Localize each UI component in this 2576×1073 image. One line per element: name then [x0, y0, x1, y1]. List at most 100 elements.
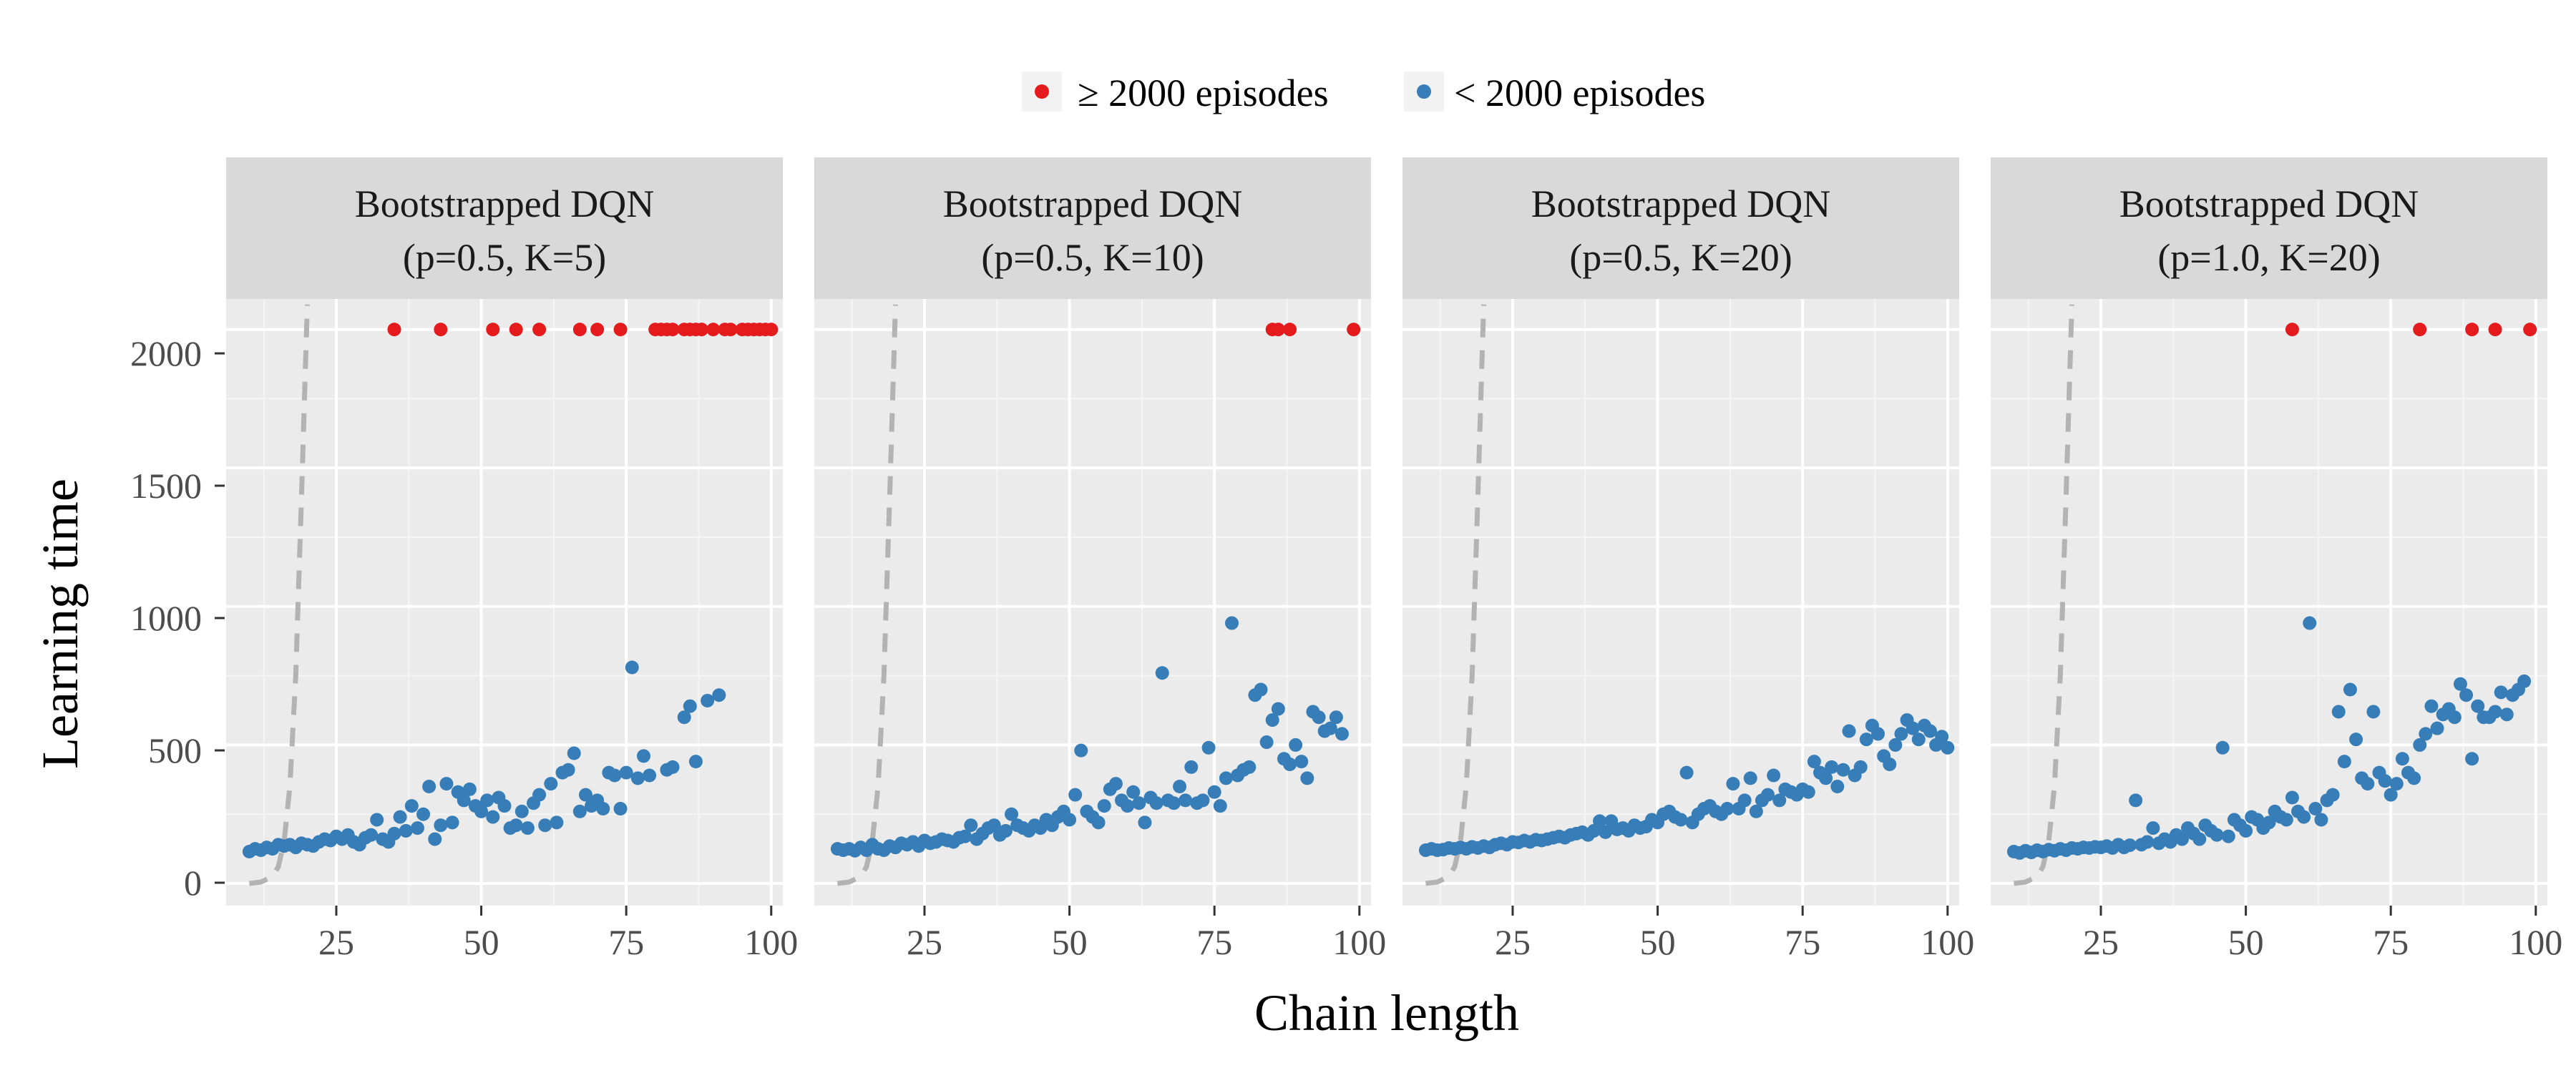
data-point-success	[1265, 713, 1279, 727]
x-ticks: 25 50 75 100	[2083, 906, 2562, 962]
legend-label-success: < 2000 episodes	[1454, 72, 1705, 114]
x-tick-label: 25	[907, 922, 942, 962]
data-point-failed	[723, 323, 738, 337]
data-point-success	[2262, 815, 2276, 830]
data-point-success	[462, 782, 477, 796]
data-point-success	[1593, 814, 1607, 828]
y-tick-labels: 0 500 1000 1500 2000	[130, 333, 202, 903]
data-point-success	[1166, 796, 1181, 810]
data-point-success	[701, 693, 715, 707]
data-point-success	[677, 710, 691, 725]
x-tick-label: 50	[464, 922, 499, 962]
data-point-success	[2337, 755, 2351, 769]
data-point-success	[1138, 815, 1152, 830]
facet-title-line1: Bootstrapped DQN	[943, 182, 1242, 225]
data-point-success	[1149, 796, 1163, 810]
data-point-failed	[2523, 323, 2537, 337]
data-point-failed	[665, 323, 680, 337]
data-point-success	[2140, 835, 2155, 849]
data-point-success	[474, 804, 489, 818]
data-point-success	[619, 765, 633, 780]
data-point-success	[1853, 760, 1868, 774]
data-point-success	[1063, 813, 1077, 827]
data-point-failed	[2488, 323, 2502, 337]
data-point-success	[2494, 685, 2508, 700]
data-point-failed	[1271, 323, 1285, 337]
data-point-failed	[1347, 323, 1361, 337]
data-point-success	[1819, 771, 1833, 785]
data-point-success	[1842, 724, 1856, 738]
data-point-success	[2192, 832, 2207, 846]
data-point-failed	[387, 323, 401, 337]
x-tick-label: 75	[1785, 922, 1820, 962]
facet-title-line1: Bootstrapped DQN	[355, 182, 654, 225]
data-point-success	[578, 788, 592, 802]
data-point-success	[1599, 825, 1613, 839]
data-point-failed	[613, 323, 628, 337]
data-point-failed	[695, 323, 709, 337]
x-tick-label: 75	[1196, 922, 1232, 962]
facet-panel-1: Bootstrapped DQN (p=0.5, K=5) 25 50 75 100	[226, 157, 798, 962]
data-point-success	[2297, 810, 2311, 824]
data-point-success	[613, 801, 628, 815]
y-tick-label: 1500	[130, 466, 202, 506]
data-point-success	[2488, 705, 2502, 719]
data-point-success	[1323, 721, 1337, 735]
data-point-failed	[434, 323, 448, 337]
data-point-success	[2517, 674, 2532, 688]
data-point-success	[1219, 771, 1233, 785]
data-point-success	[1329, 710, 1343, 725]
data-point-success	[1225, 616, 1239, 630]
data-point-success	[2424, 699, 2439, 713]
data-point-failed	[509, 323, 523, 337]
plot-area-3	[1402, 299, 1959, 906]
data-point-success	[2413, 738, 2427, 752]
facet-title-line1: Bootstrapped DQN	[2119, 182, 2419, 225]
data-point-failed	[572, 323, 587, 337]
legend-label-failed: ≥ 2000 episodes	[1078, 72, 1329, 114]
data-point-success	[2465, 752, 2479, 766]
y-tick-label: 1000	[130, 598, 202, 638]
data-point-success	[1068, 788, 1083, 802]
legend-marker-failed	[1035, 84, 1049, 99]
data-point-success	[2326, 788, 2340, 802]
data-point-success	[608, 768, 622, 783]
data-point-success	[1737, 793, 1752, 808]
y-tick-label: 500	[148, 730, 202, 770]
data-point-success	[2430, 721, 2444, 735]
data-point-success	[1871, 727, 1885, 741]
data-point-success	[2384, 788, 2398, 802]
data-point-success	[2378, 774, 2392, 788]
data-point-success	[1300, 771, 1314, 785]
data-point-success	[665, 760, 680, 774]
data-point-failed	[2413, 323, 2427, 337]
data-point-success	[1091, 815, 1106, 830]
data-point-success	[2407, 771, 2421, 785]
data-point-success	[2314, 813, 2328, 827]
y-tick-label: 0	[184, 863, 202, 903]
data-point-success	[1121, 799, 1135, 813]
plot-area-4	[1991, 299, 2547, 906]
data-point-success	[1259, 735, 1274, 750]
data-point-success	[2123, 838, 2137, 853]
data-point-success	[1836, 763, 1850, 777]
data-point-success	[2303, 616, 2317, 630]
data-point-success	[1132, 796, 1146, 810]
data-point-success	[1883, 758, 1897, 772]
data-point-success	[1772, 793, 1787, 808]
data-points	[2006, 323, 2537, 860]
facet-panel-3: Bootstrapped DQN (p=0.5, K=20) 25 50 75 100	[1402, 157, 1974, 962]
data-point-success	[2453, 677, 2467, 691]
x-ticks: 25 50 75 100	[318, 906, 798, 962]
data-point-success	[958, 829, 972, 843]
data-point-success	[1312, 710, 1326, 725]
x-tick-label: 50	[2228, 922, 2264, 962]
data-point-success	[561, 763, 575, 777]
data-point-success	[497, 799, 512, 813]
data-point-success	[509, 818, 523, 833]
data-point-success	[364, 828, 379, 842]
data-point-success	[1201, 740, 1216, 755]
data-point-success	[1254, 682, 1268, 697]
data-point-success	[1801, 785, 1815, 799]
data-point-success	[393, 810, 407, 824]
